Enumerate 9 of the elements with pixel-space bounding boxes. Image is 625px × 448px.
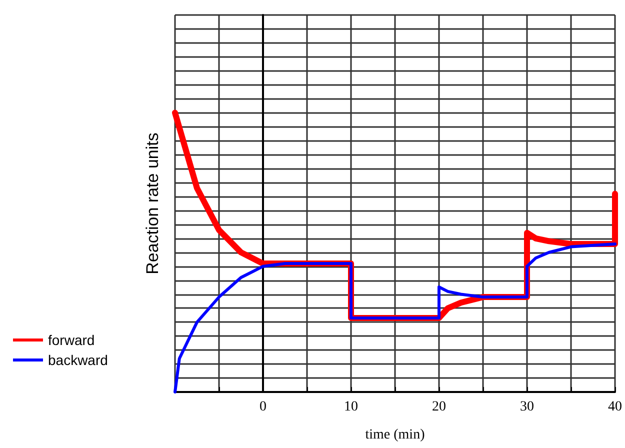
x-tick-label: 0 (260, 400, 266, 414)
x-axis-title: time (min) (365, 428, 426, 442)
y-axis-title: Reaction rate units (143, 132, 162, 274)
x-tick-label: 30 (520, 400, 534, 414)
legend-label: backward (48, 352, 108, 368)
x-tick-label: 40 (608, 400, 622, 414)
x-tick-label: 10 (344, 400, 358, 414)
x-tick-label: 20 (432, 400, 446, 414)
legend-label: forward (48, 332, 95, 348)
